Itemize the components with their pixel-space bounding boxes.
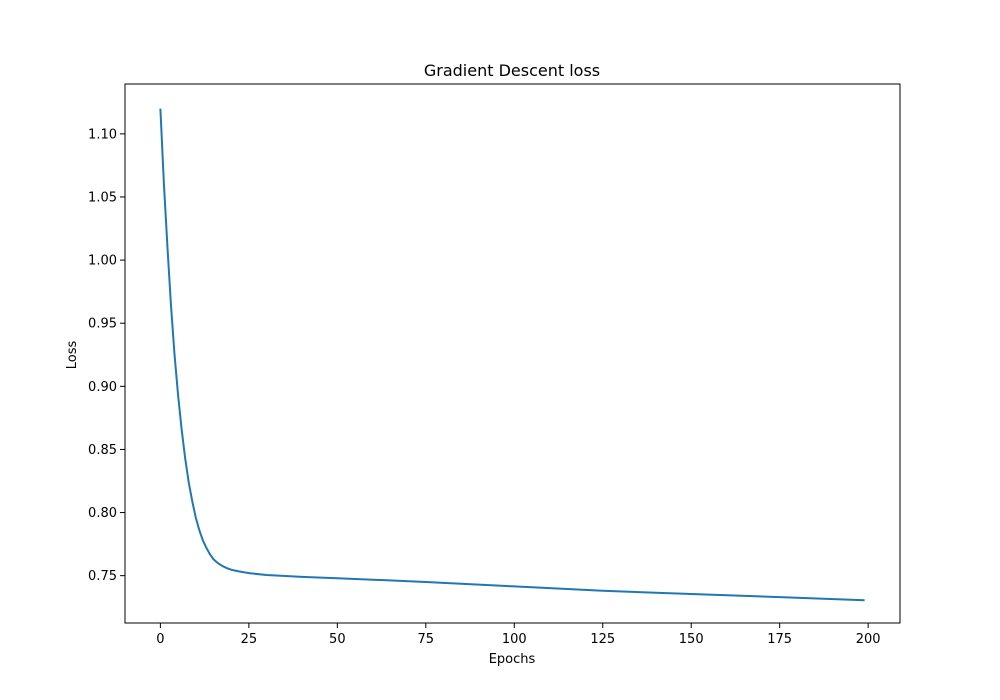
x-tick-label: 125 <box>590 632 615 647</box>
x-axis-label: Epochs <box>489 652 536 667</box>
y-tick-label: 0.75 <box>88 569 117 584</box>
plot-area <box>159 108 865 602</box>
y-tick-label: 1.00 <box>88 254 117 269</box>
x-tick-label: 50 <box>329 632 346 647</box>
x-tick-label: 150 <box>679 632 704 647</box>
y-tick-label: 1.10 <box>88 127 117 142</box>
x-tick-label: 175 <box>767 632 792 647</box>
y-axis-label: Loss <box>65 341 80 370</box>
x-tick-label: 75 <box>418 632 435 647</box>
y-tick-label: 0.95 <box>88 317 117 332</box>
y-tick-label: 0.85 <box>88 443 117 458</box>
x-tick-label: 0 <box>156 632 164 647</box>
y-axis: 0.75 0.80 0.85 0.90 0.95 1.00 1.05 1.10 <box>88 127 125 584</box>
plot-frame <box>124 83 901 624</box>
x-tick-label: 100 <box>502 632 527 647</box>
y-tick-label: 0.80 <box>88 506 117 521</box>
y-tick-label: 0.90 <box>88 380 117 395</box>
chart-title: Gradient Descent loss <box>424 61 600 80</box>
loss-line <box>159 108 865 602</box>
x-axis: 0 25 50 75 100 125 150 175 200 <box>156 623 881 647</box>
x-tick-label: 25 <box>241 632 258 647</box>
x-tick-label: 200 <box>856 632 881 647</box>
y-tick-label: 1.05 <box>88 190 117 205</box>
